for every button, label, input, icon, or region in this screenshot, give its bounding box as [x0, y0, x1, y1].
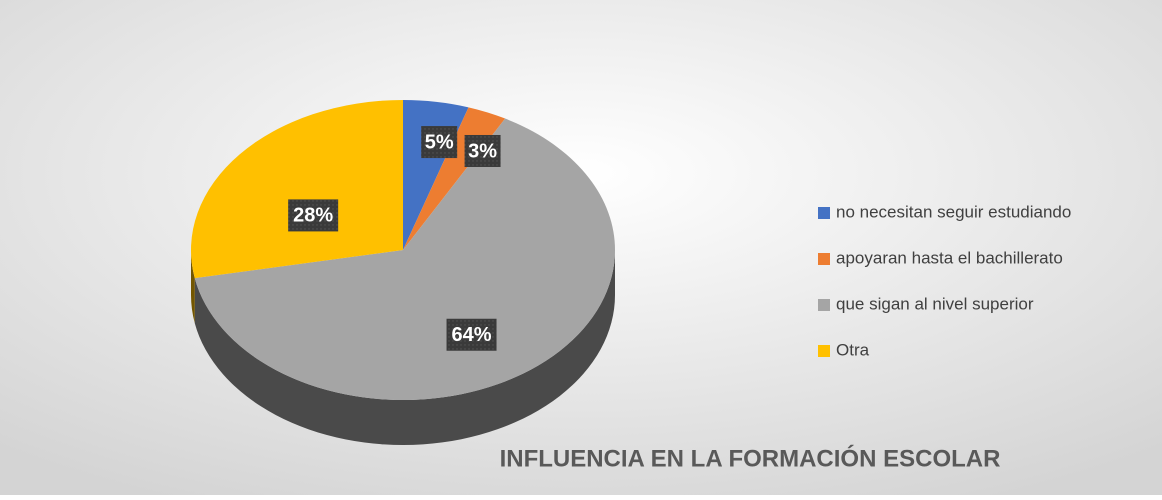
- data-label-box: [288, 199, 339, 232]
- legend-swatch: [818, 253, 830, 265]
- legend-label: Otra: [836, 340, 870, 359]
- legend-label: apoyaran hasta el bachillerato: [836, 248, 1063, 267]
- pie-slice: [190, 100, 403, 279]
- data-label: 28%: [293, 205, 333, 227]
- data-label: 64%: [452, 324, 492, 346]
- chart-title: INFLUENCIA EN LA FORMACIÓN ESCOLAR: [500, 444, 1001, 472]
- data-label: 3%: [468, 140, 497, 162]
- pie-side: [194, 250, 615, 446]
- legend-label: que sigan al nivel superior: [836, 294, 1034, 313]
- legend-swatch: [818, 207, 830, 219]
- data-label-box: [421, 126, 458, 159]
- legend-label: no necesitan seguir estudiando: [836, 202, 1071, 221]
- legend-swatch: [818, 299, 830, 311]
- data-label-box: [446, 318, 497, 351]
- legend-swatch: [818, 345, 830, 357]
- data-label: 5%: [425, 131, 454, 153]
- data-label-box: [464, 134, 501, 167]
- pie-side: [191, 250, 195, 324]
- pie-slice: [194, 118, 615, 400]
